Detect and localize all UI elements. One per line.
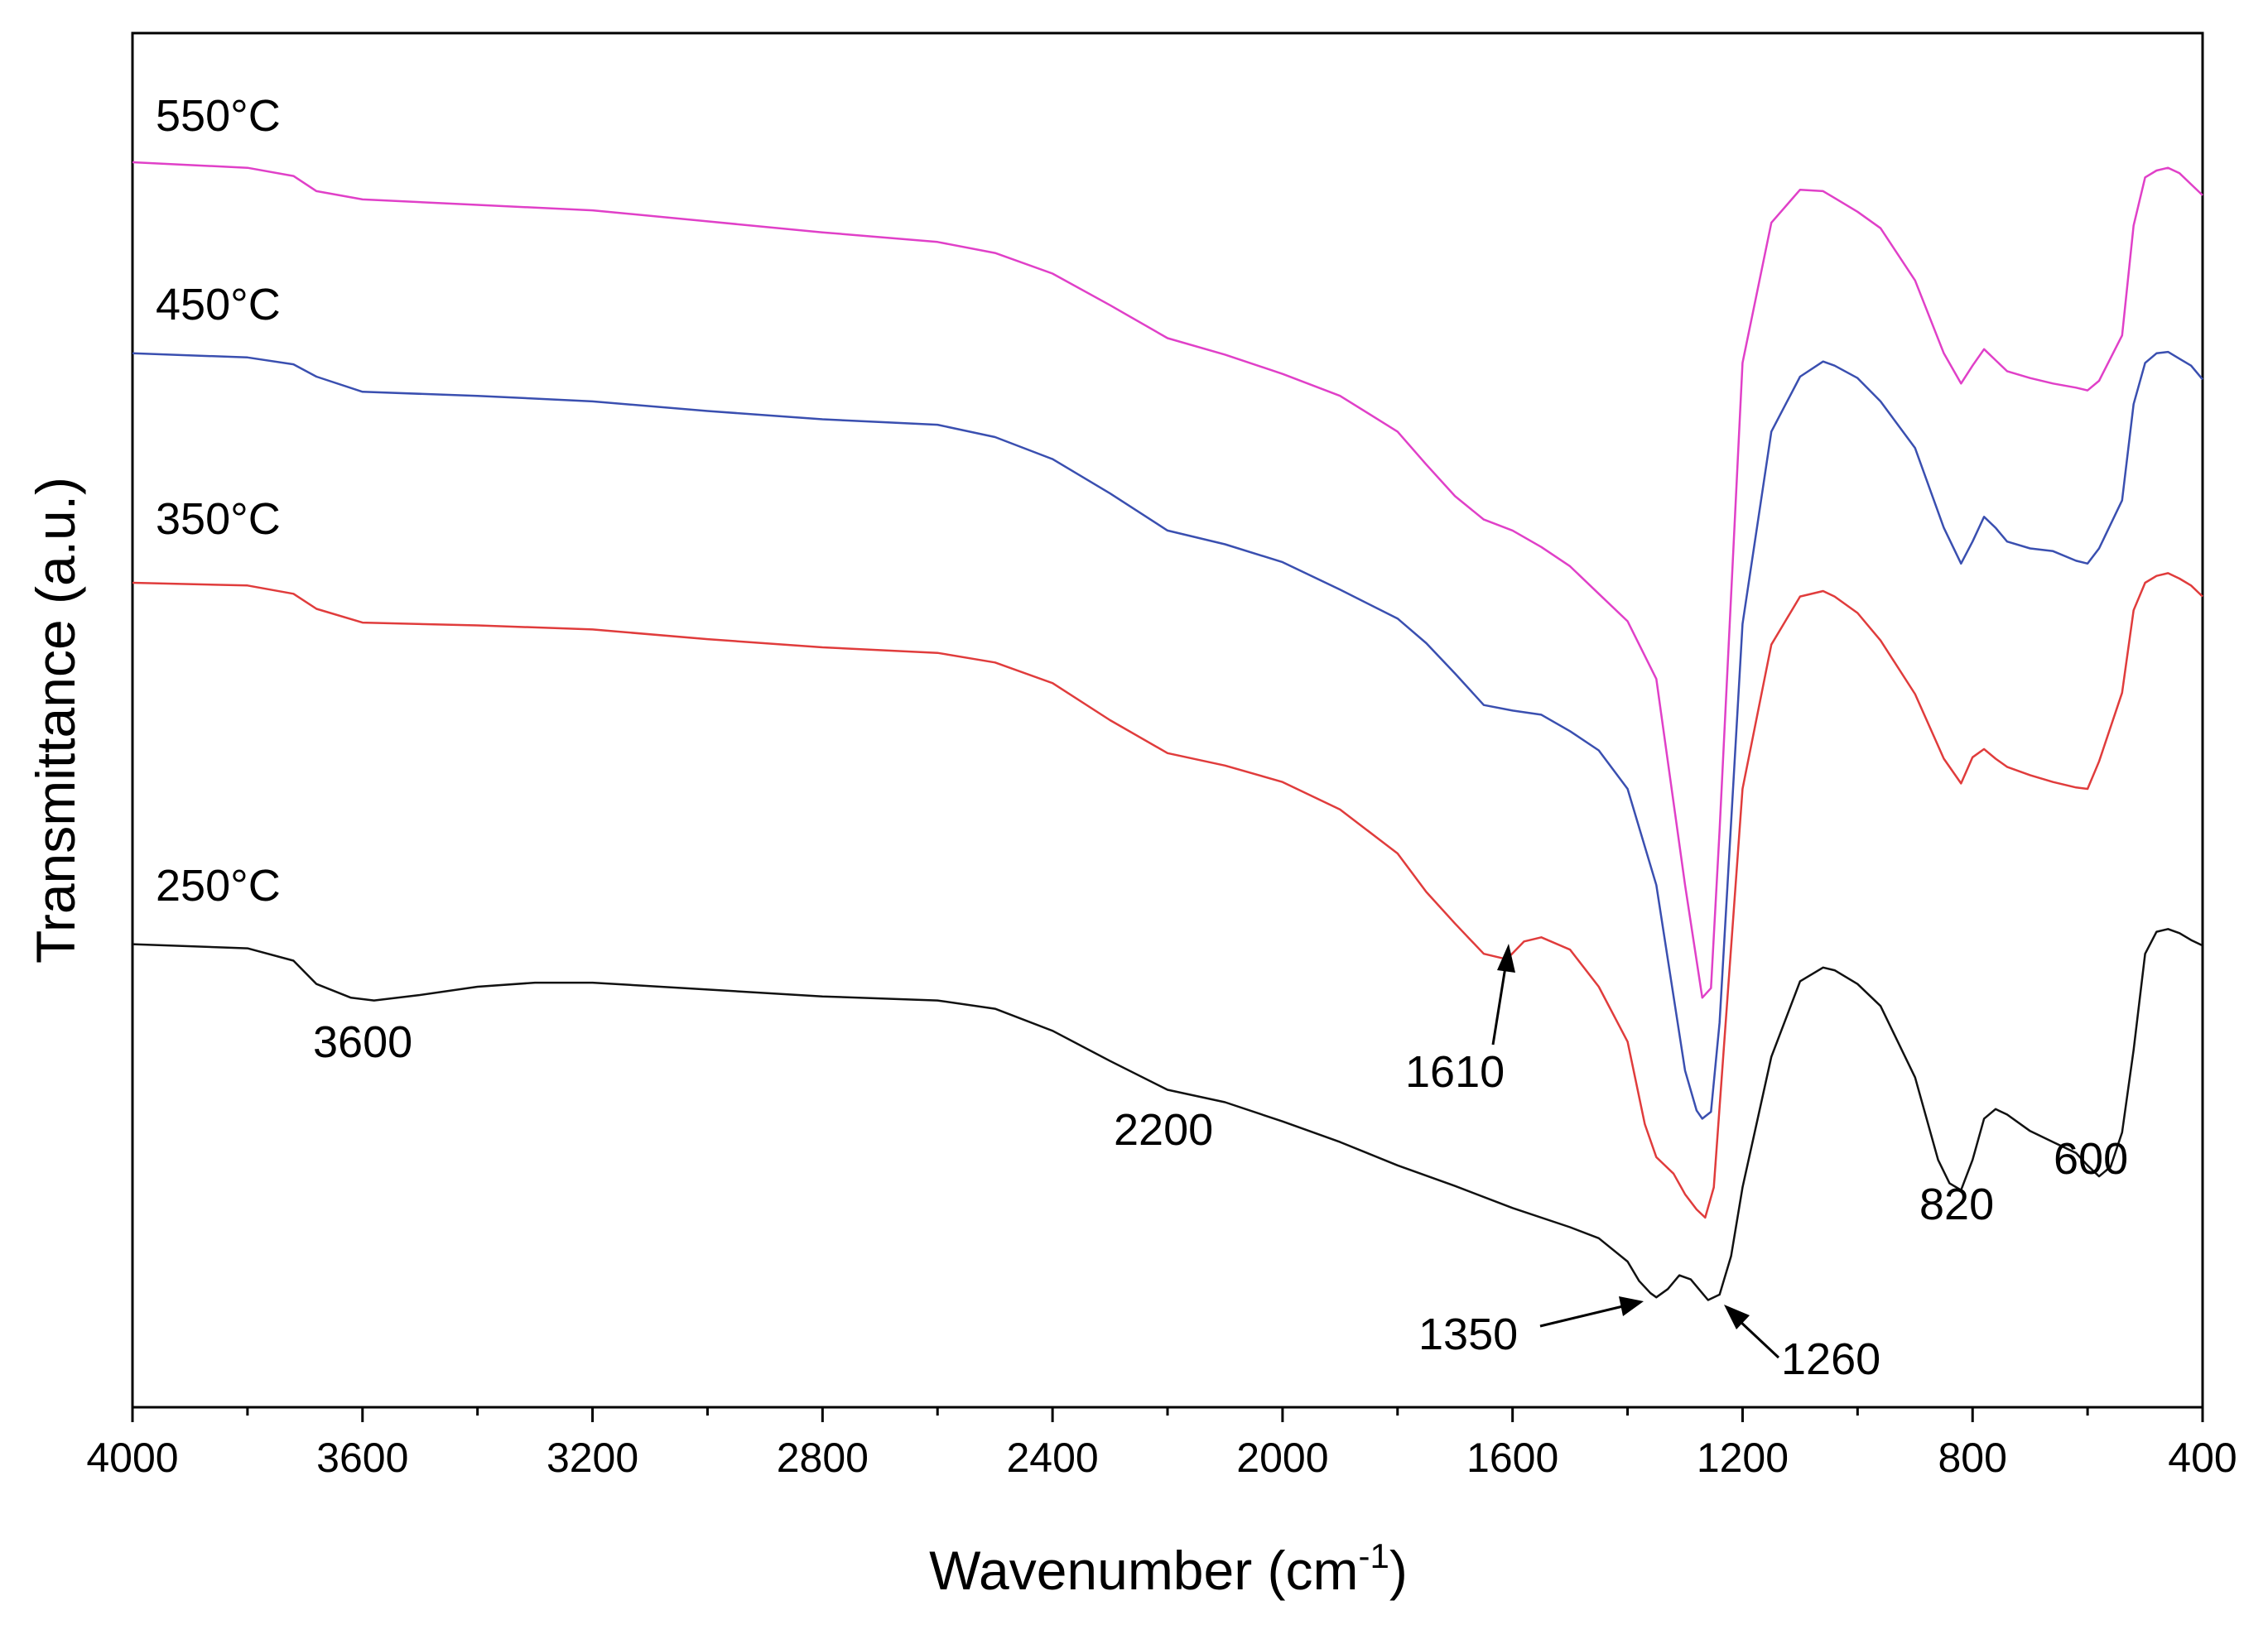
x-tick-label-2400: 2400 (1006, 1435, 1098, 1481)
peak-label-1260: 1260 (1781, 1334, 1880, 1384)
x-axis-title-superscript: -1 (1359, 1536, 1389, 1575)
peak-label-3600: 3600 (313, 1017, 412, 1067)
arrow-head-1260 (1724, 1305, 1750, 1329)
y-axis-title: Transmittance (a.u.) (25, 477, 86, 964)
x-axis-title: Wavenumber (cm-1) (929, 1536, 1408, 1601)
peak-label-600: 600 (2054, 1134, 2128, 1184)
x-tick-label-1200: 1200 (1697, 1435, 1789, 1481)
series-line-250 (132, 928, 2203, 1301)
x-axis-tick-labels: 4000 3600 3200 2800 2400 2000 1600 1200 800 400 (86, 1435, 2237, 1481)
x-axis-ticks (131, 1407, 2204, 1422)
x-tick-label-4000: 4000 (86, 1435, 178, 1481)
series-label-450: 450°C (156, 280, 281, 329)
series-line-550 (132, 161, 2203, 999)
x-tick-label-1600: 1600 (1466, 1435, 1558, 1481)
peak-label-820: 820 (1919, 1180, 1994, 1229)
series-line-450 (132, 350, 2203, 1120)
x-tick-label-2800: 2800 (777, 1435, 869, 1481)
arrow-1260 (1737, 1319, 1780, 1359)
plot-frame (131, 31, 2204, 1409)
x-tick-label-3200: 3200 (547, 1435, 638, 1481)
series-label-350: 350°C (156, 494, 281, 544)
x-tick-label-2000: 2000 (1236, 1435, 1328, 1481)
arrow-head-1350 (1619, 1296, 1644, 1316)
peak-label-2200: 2200 (1114, 1105, 1213, 1155)
arrow-1350 (1539, 1305, 1624, 1328)
series-label-550: 550°C (156, 91, 281, 141)
peak-label-1350: 1350 (1418, 1310, 1518, 1359)
x-tick-label-3600: 3600 (316, 1435, 408, 1481)
arrow-head-1610 (1497, 944, 1515, 973)
series-label-250: 250°C (156, 861, 281, 911)
x-tick-label-400: 400 (2168, 1435, 2237, 1481)
x-tick-label-800: 800 (1938, 1435, 2007, 1481)
series-line-350 (132, 572, 2203, 1219)
peak-label-1610: 1610 (1405, 1047, 1505, 1097)
arrow-1610 (1491, 961, 1508, 1046)
series-lines (132, 161, 2203, 1301)
x-axis-title-end: ) (1389, 1540, 1408, 1601)
x-axis-title-main: Wavenumber (cm (929, 1540, 1358, 1601)
annotation-arrows (1491, 944, 1780, 1359)
